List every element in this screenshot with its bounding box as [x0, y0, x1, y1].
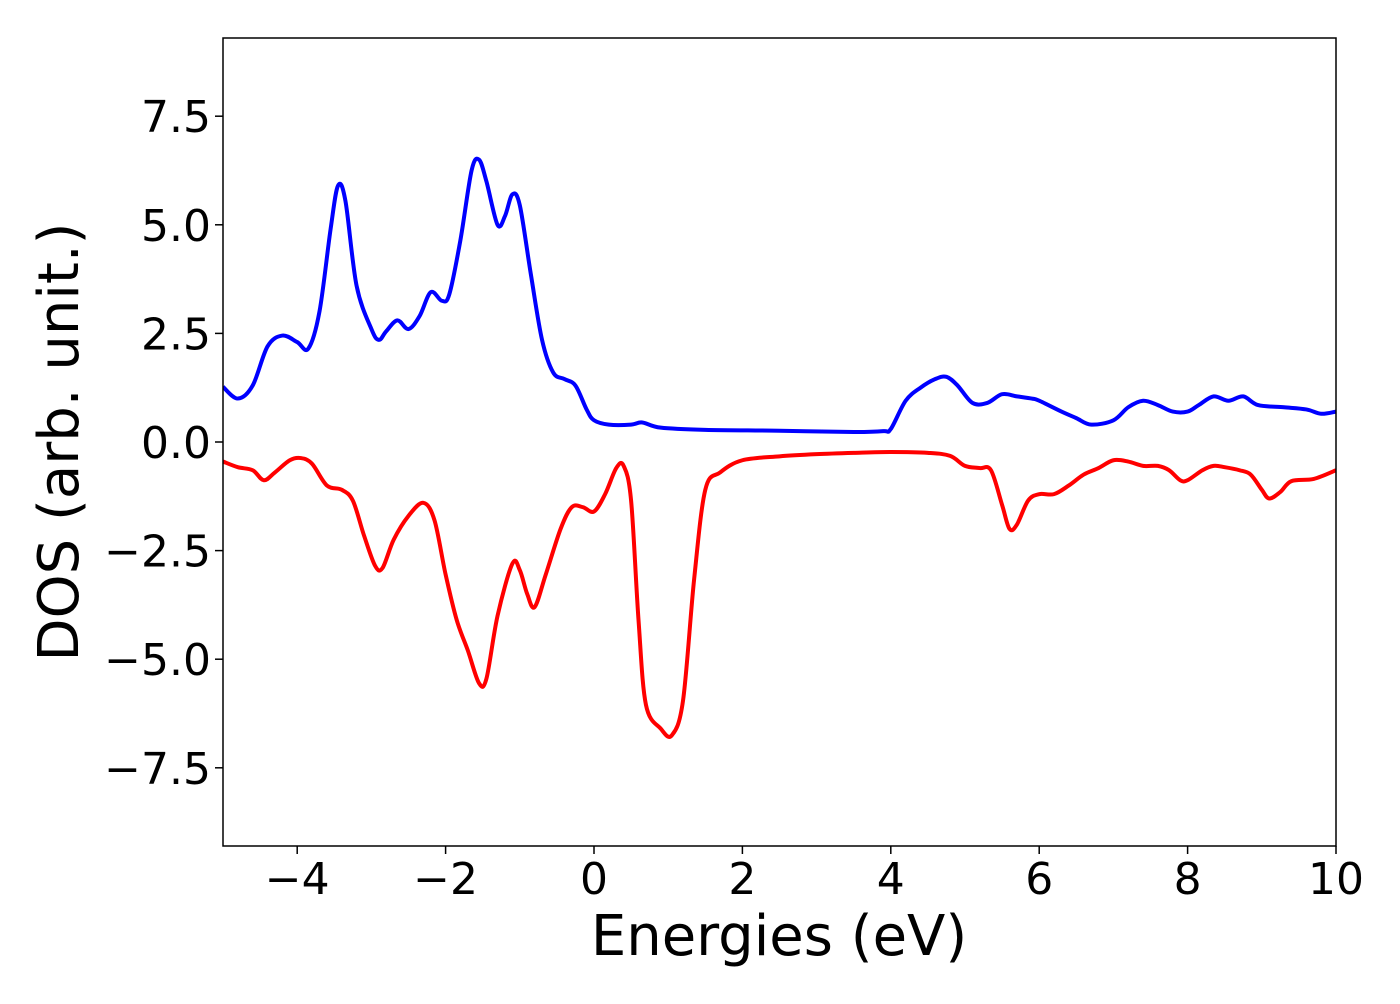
plot-frame — [222, 37, 1337, 847]
dos-line — [223, 449, 1336, 739]
y-tick-label: 2.5 — [141, 309, 211, 360]
x-tick-label: 8 — [1174, 854, 1202, 905]
dos-line — [223, 156, 1336, 435]
y-tick-label: 7.5 — [141, 92, 211, 143]
x-axis-label: Energies (eV) — [591, 904, 967, 969]
x-tick-label: 0 — [580, 854, 608, 905]
x-tick-label: 6 — [1025, 854, 1053, 905]
x-tick-label: −2 — [413, 854, 478, 905]
y-tick-label: −7.5 — [104, 744, 211, 795]
y-tick-label: 5.0 — [141, 201, 211, 252]
y-tick-label: −5.0 — [104, 635, 211, 686]
y-tick-label: −2.5 — [104, 527, 211, 578]
y-tick-label: 0.0 — [141, 418, 211, 469]
x-tick-label: 4 — [877, 854, 905, 905]
x-tick-label: 2 — [728, 854, 756, 905]
x-tick-label: −4 — [265, 854, 330, 905]
x-tick-label: 10 — [1308, 854, 1364, 905]
y-axis-label: DOS (arb. unit.) — [27, 222, 92, 661]
